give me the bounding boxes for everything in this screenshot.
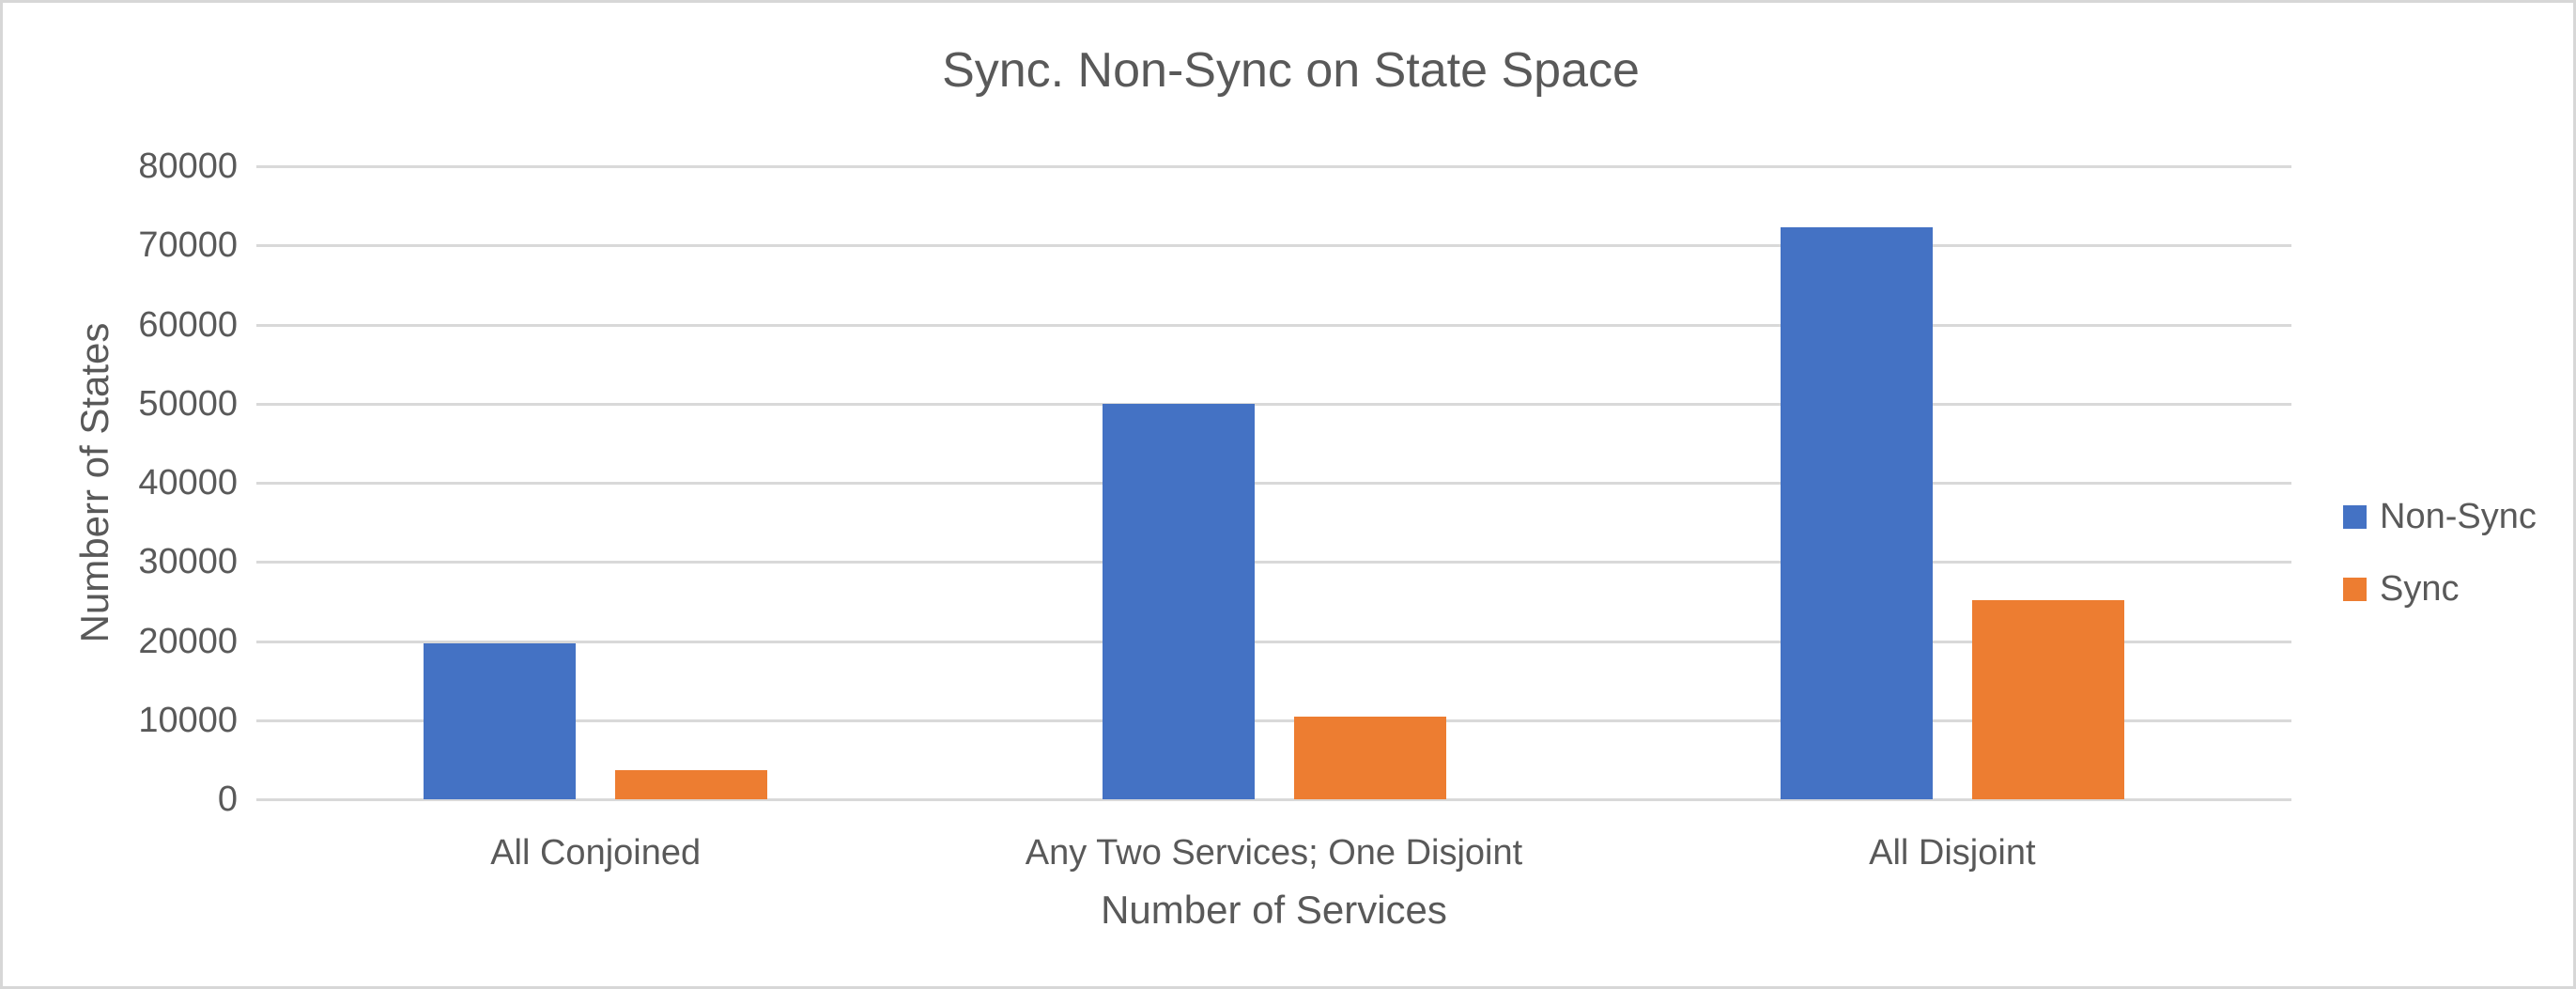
bar-sync-any-two-services-one-disjoint	[1293, 717, 1446, 799]
y-axis-tick-label: 20000	[138, 621, 238, 661]
gridline	[256, 482, 2291, 485]
bar-non-sync-all-conjoined	[424, 643, 577, 799]
y-axis-tick-label: 0	[217, 780, 238, 819]
y-axis-tick-label: 30000	[138, 542, 238, 582]
gridline	[256, 798, 2291, 801]
x-category-label: All Conjoined	[490, 833, 702, 873]
x-category-label: Any Two Services; One Disjoint	[1025, 833, 1523, 873]
chart-title: Sync. Non-Sync on State Space	[942, 43, 1640, 98]
bar-sync-all-conjoined	[615, 769, 768, 799]
y-axis-tick-label: 50000	[138, 383, 238, 424]
legend: Non-Sync Sync	[2343, 495, 2537, 640]
bar-sync-all-disjoint	[1971, 599, 2124, 799]
gridline	[256, 640, 2291, 643]
bar-non-sync-any-two-services-one-disjoint	[1102, 403, 1255, 799]
gridline	[256, 165, 2291, 168]
gridline	[256, 244, 2291, 248]
legend-label: Sync	[2380, 568, 2460, 609]
legend-label: Non-Sync	[2380, 496, 2537, 536]
x-category-label: All Disjoint	[1869, 833, 2036, 873]
y-axis-tick-label: 60000	[138, 304, 238, 345]
legend-item-non-sync: Non-Sync	[2343, 495, 2537, 538]
y-axis-tick-label: 80000	[138, 147, 238, 186]
plot-area	[256, 165, 2291, 801]
bar-non-sync-all-disjoint	[1780, 226, 1933, 799]
gridline	[256, 719, 2291, 722]
y-axis-tick-label: 70000	[138, 225, 238, 266]
legend-item-sync: Sync	[2343, 567, 2537, 610]
gridline	[256, 323, 2291, 327]
y-axis-tick-label: 10000	[138, 700, 238, 740]
x-axis-title: Number of Services	[1101, 888, 1447, 932]
y-axis-tick-label: 40000	[138, 463, 238, 502]
legend-swatch-icon	[2343, 577, 2367, 601]
gridline	[256, 561, 2291, 564]
gridline	[256, 402, 2291, 406]
legend-swatch-icon	[2343, 504, 2367, 529]
